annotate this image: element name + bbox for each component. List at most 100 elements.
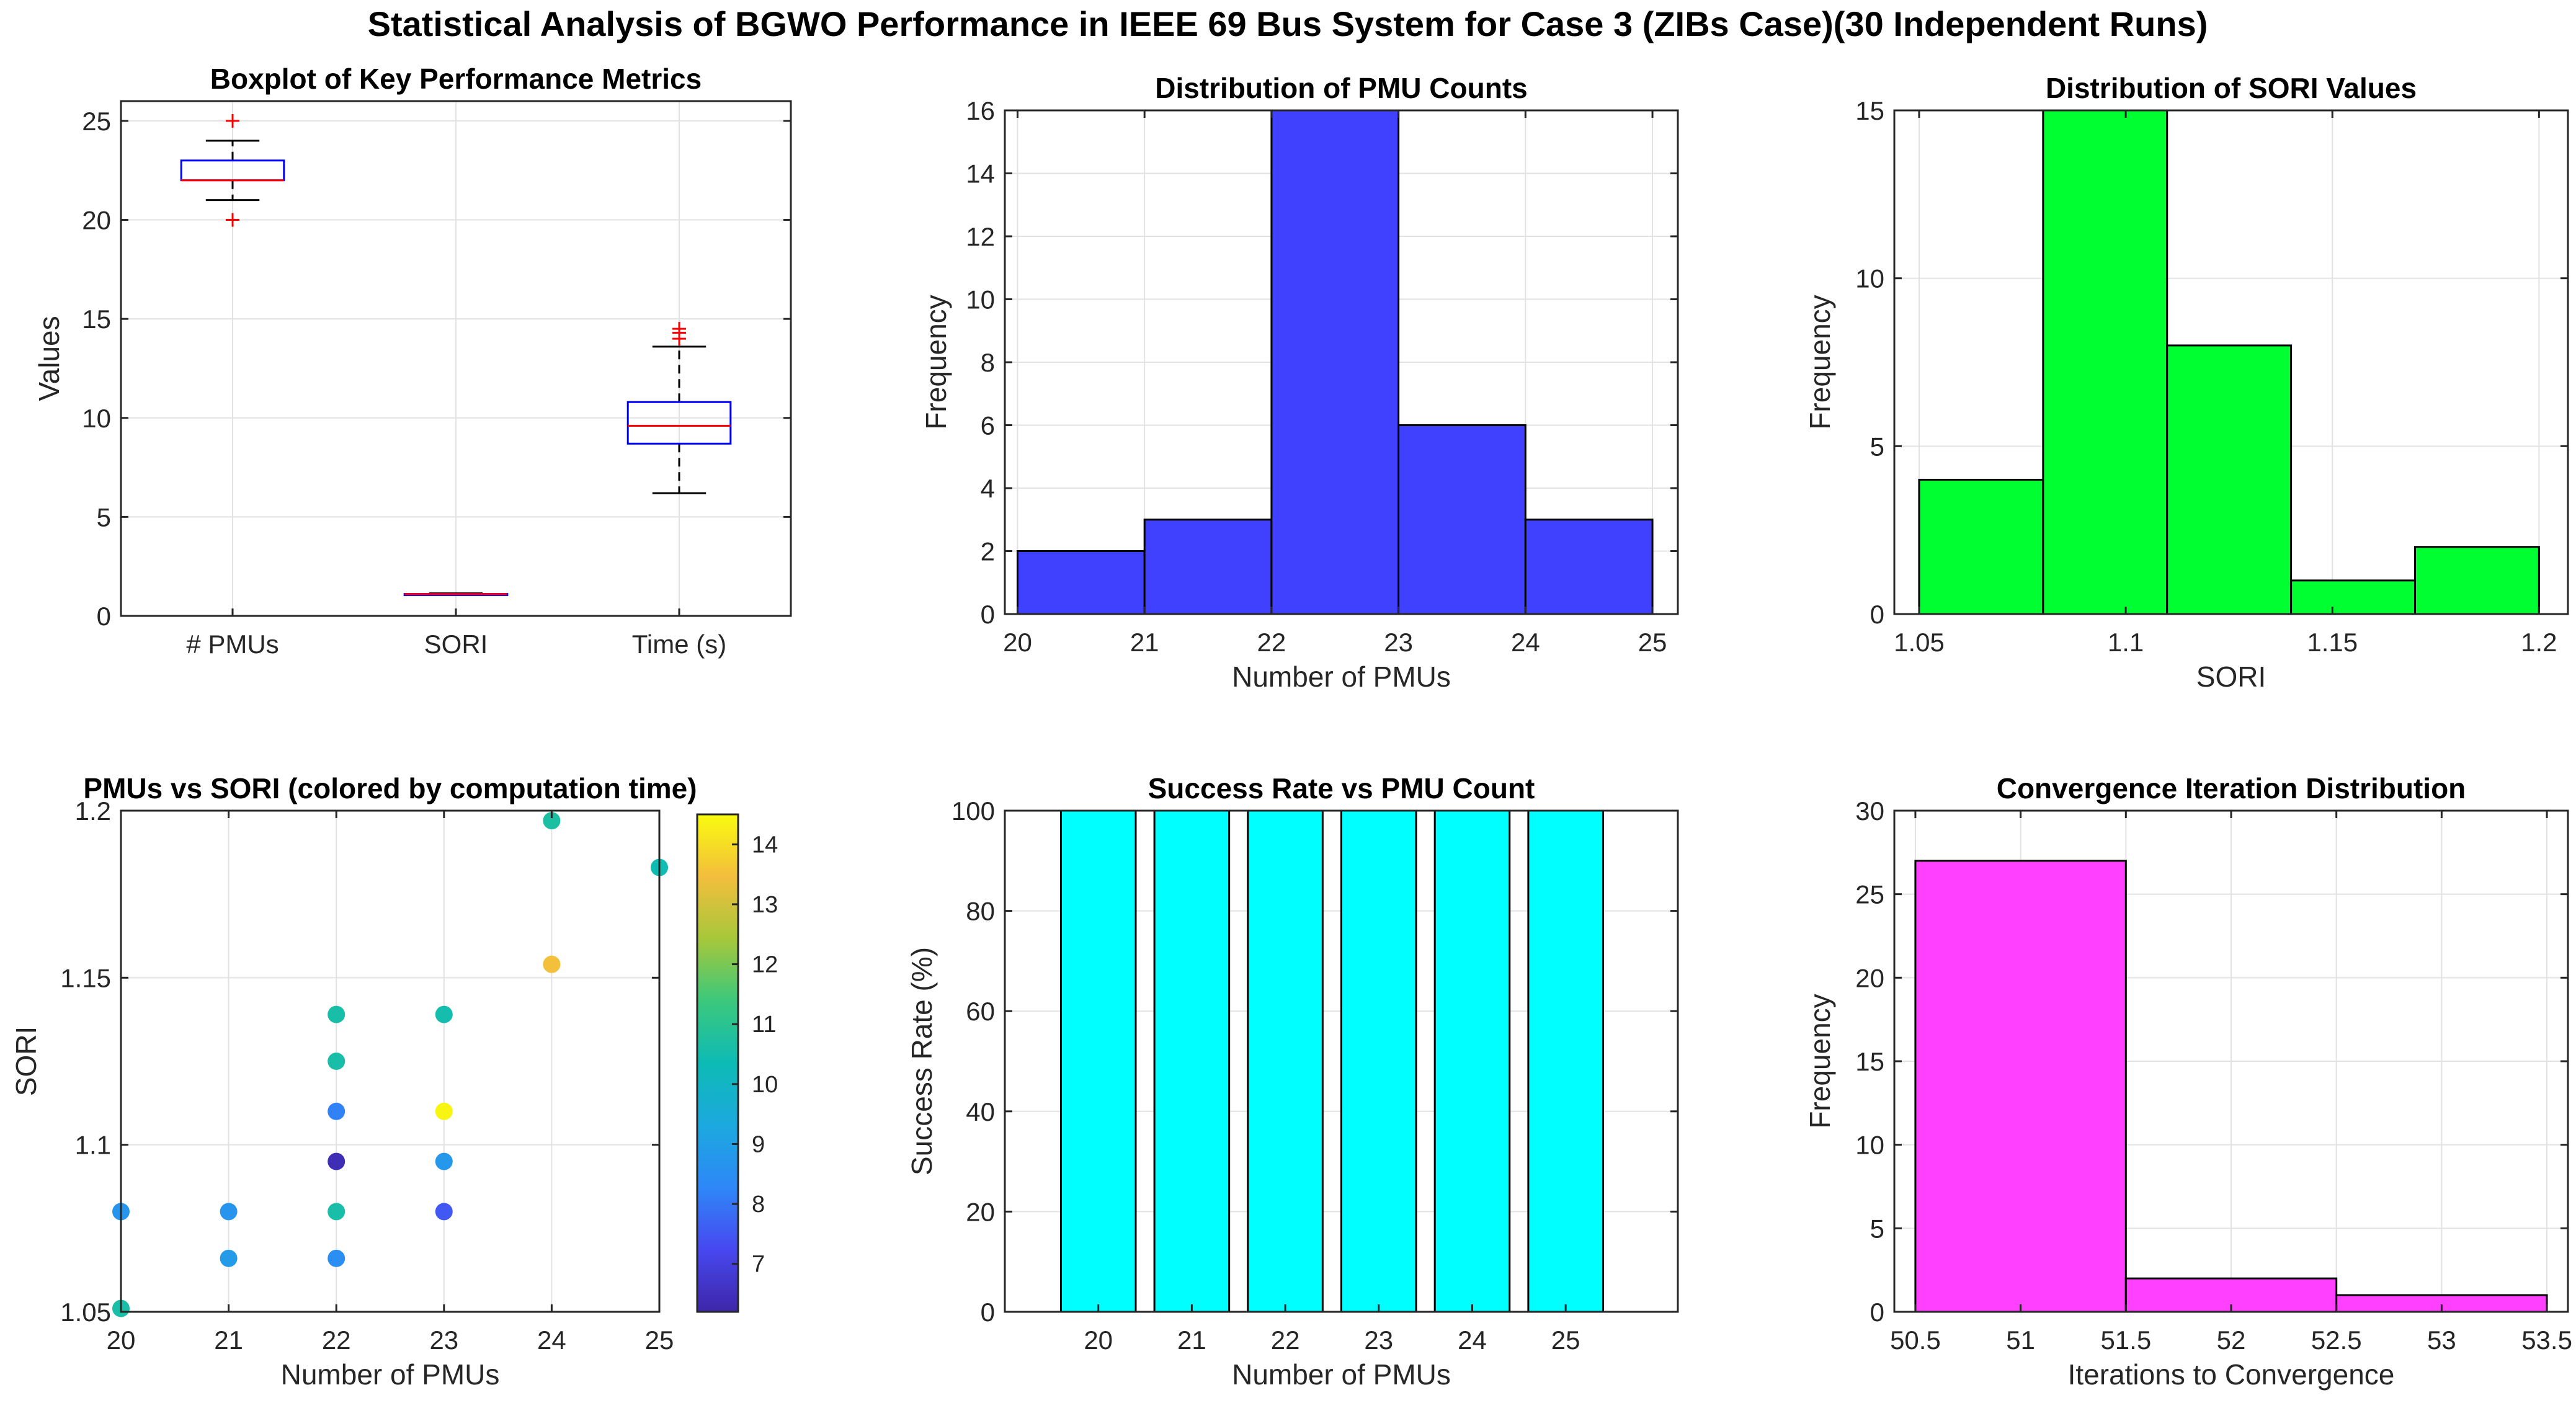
success-bar xyxy=(1059,809,1137,1313)
sori_hist-xtick-label: 1.05 xyxy=(1894,628,1945,657)
scatter-point xyxy=(220,1203,238,1221)
sori_hist-ytick-label: 15 xyxy=(1855,96,1884,125)
sori_hist-bar xyxy=(2290,579,2416,615)
iter_hist-chart: 0 5 10 15 20 25 30 50.5 51 51.5 52 52.5 53 53.5 Conver… xyxy=(1804,772,2572,1391)
sori_hist-xlabel: SORI xyxy=(2196,661,2266,693)
box-1 xyxy=(180,114,285,227)
success-bar xyxy=(1153,809,1231,1313)
iter_hist-bar xyxy=(1914,860,2127,1313)
scatter-xtick-label: 25 xyxy=(645,1325,674,1355)
boxplot-ytick-label: 5 xyxy=(97,502,111,532)
success-ytick-label: 40 xyxy=(966,1097,995,1126)
iter_hist-xtick-label: 52 xyxy=(2217,1325,2246,1355)
success-xlabel: Number of PMUs xyxy=(1232,1358,1451,1391)
colorbar-tick-label: 10 xyxy=(752,1072,778,1098)
scatter-point xyxy=(543,812,561,830)
success-xtick-label: 25 xyxy=(1551,1325,1580,1355)
scatter-colorbar: 7 8 9 10 11 12 13 14 xyxy=(696,813,778,1313)
scatter-point xyxy=(328,1203,345,1221)
sori_hist-xtick-label: 1.15 xyxy=(2307,628,2358,657)
pmu_hist-ylabel: Frequency xyxy=(920,295,952,429)
pmu_hist-bars xyxy=(1016,109,1654,615)
pmu_hist-ytick-label: 4 xyxy=(981,474,995,503)
pmu_hist-bar xyxy=(1016,550,1146,615)
sori_hist-bar xyxy=(2166,344,2293,615)
box-2 xyxy=(403,592,509,597)
success-ytick-label: 0 xyxy=(981,1298,995,1327)
pmu_hist-bar xyxy=(1270,109,1400,615)
pmu_hist-xtick-label: 20 xyxy=(1003,628,1032,657)
success-bar xyxy=(1340,809,1417,1313)
pmu_hist-ytick-label: 0 xyxy=(981,600,995,629)
sori_hist-chart: 0 5 10 15 1.05 1.1 1.15 1.2 Distribution of SORI… xyxy=(1804,72,2569,693)
success-frame xyxy=(1004,809,1679,1313)
pmu_hist-bar xyxy=(1397,424,1526,615)
success-ylabel: Success Rate (%) xyxy=(906,947,938,1175)
boxplot-xtick-label: Time (s) xyxy=(632,630,726,659)
pmu_hist-xtick-label: 23 xyxy=(1384,628,1413,657)
success-ytick-label: 60 xyxy=(966,997,995,1026)
boxplot-ytick-label: 25 xyxy=(82,107,111,136)
boxplot-ylabel: Values xyxy=(33,316,65,401)
iter_hist-xtick-label: 53 xyxy=(2427,1325,2456,1355)
sori_hist-ytick-label: 5 xyxy=(1870,432,1884,461)
scatter-xtick-label: 23 xyxy=(429,1325,458,1355)
box-outlier xyxy=(672,322,686,336)
sori_hist-bar xyxy=(1918,478,2044,615)
boxplot-xtick-label: SORI xyxy=(424,630,488,659)
success-chart: 0 20 40 60 80 100 Success Rate vs PMU Count Num… xyxy=(906,772,1679,1391)
iter_hist-xtick-label: 51.5 xyxy=(2100,1325,2151,1355)
scatter-point xyxy=(328,1053,345,1070)
scatter-xtick-label: 22 xyxy=(322,1325,351,1355)
sori_hist-ytick-label: 0 xyxy=(1870,600,1884,629)
success-ytick-label: 20 xyxy=(966,1197,995,1226)
scatter-xtick-label: 24 xyxy=(537,1325,566,1355)
iter_hist-ytick-label: 5 xyxy=(1870,1214,1884,1243)
iter_hist-ytick-label: 0 xyxy=(1870,1298,1884,1327)
scatter-xlabel: Number of PMUs xyxy=(281,1358,500,1391)
scatter-point xyxy=(220,1249,238,1267)
boxplot-ytick-label: 20 xyxy=(82,206,111,235)
iter_hist-ytick-label: 10 xyxy=(1855,1131,1884,1160)
success-xtick-label: 20 xyxy=(1084,1325,1113,1355)
success-xtick-label: 21 xyxy=(1177,1325,1206,1355)
pmu_hist-xlabel: Number of PMUs xyxy=(1232,661,1451,693)
box-outlier xyxy=(226,114,239,128)
scatter-ytick-label: 1.15 xyxy=(60,963,111,992)
pmu_hist-ytick-label: 12 xyxy=(966,222,995,251)
iter_hist-xlabel: Iterations to Convergence xyxy=(2068,1358,2395,1391)
pmu_hist-xtick-label: 25 xyxy=(1638,628,1667,657)
scatter-points xyxy=(112,812,668,1317)
sori_hist-bars xyxy=(1918,109,2540,615)
colorbar-tick-label: 11 xyxy=(752,1012,776,1038)
colorbar-gradient xyxy=(696,813,739,1313)
iter_hist-xtick-label: 53.5 xyxy=(2521,1325,2572,1355)
success-xtick-label: 24 xyxy=(1458,1325,1487,1355)
scatter-point xyxy=(328,1102,345,1120)
figure-title: Statistical Analysis of BGWO Performance… xyxy=(368,4,2208,43)
colorbar-tick-label: 7 xyxy=(752,1252,765,1278)
boxplot-title: Boxplot of Key Performance Metrics xyxy=(210,63,702,95)
boxplot-chart: 0 5 10 15 20 25 Boxplot of Key Performance Met… xyxy=(33,63,792,659)
pmu_hist-ytick-label: 16 xyxy=(966,96,995,125)
sori_hist-title: Distribution of SORI Values xyxy=(2046,72,2417,104)
pmu_hist-xtick-label: 22 xyxy=(1257,628,1286,657)
scatter-point xyxy=(435,1203,453,1221)
sori_hist-ytick-label: 10 xyxy=(1855,264,1884,293)
iter_hist-ytick-label: 30 xyxy=(1855,796,1884,826)
boxplot-xtick-label: # PMUs xyxy=(186,630,279,659)
success-bar xyxy=(1433,809,1511,1313)
scatter-point xyxy=(435,1102,453,1120)
pmu_hist-ytick-label: 10 xyxy=(966,285,995,314)
success-title: Success Rate vs PMU Count xyxy=(1148,772,1535,804)
pmu_hist-ytick-label: 6 xyxy=(981,411,995,440)
success-ytick-label: 100 xyxy=(952,796,995,826)
pmu_hist-ytick-label: 8 xyxy=(981,348,995,377)
iter_hist-xtick-label: 52.5 xyxy=(2311,1325,2362,1355)
pmu_hist-xtick-label: 24 xyxy=(1511,628,1540,657)
pmu_hist-ytick-label: 2 xyxy=(981,537,995,566)
colorbar-tick-label: 13 xyxy=(752,892,778,918)
pmu_hist-bar xyxy=(1143,519,1273,615)
colorbar-tick-label: 14 xyxy=(752,832,778,858)
